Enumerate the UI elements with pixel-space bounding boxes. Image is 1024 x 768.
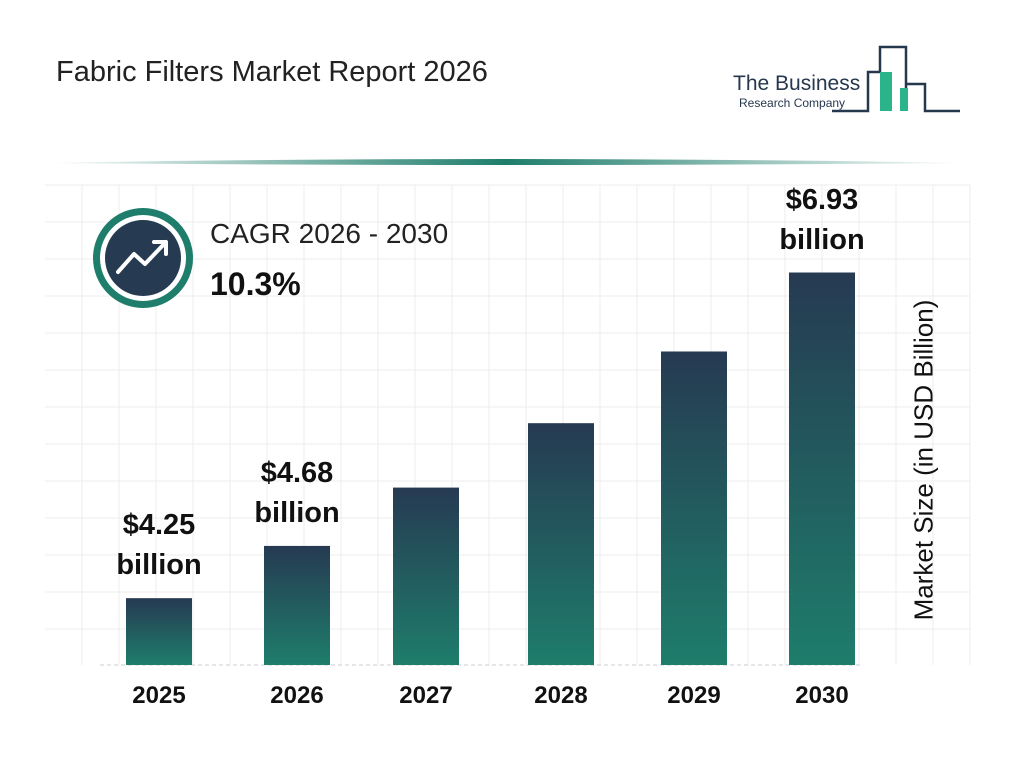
x-tick-label: 2027 bbox=[399, 682, 453, 709]
x-tick-label: 2028 bbox=[534, 682, 588, 709]
bar bbox=[528, 423, 594, 665]
logo-mark bbox=[832, 45, 960, 113]
x-tick-label: 2030 bbox=[795, 682, 849, 709]
divider bbox=[40, 159, 970, 165]
chart-title: Fabric Filters Market Report 2026 bbox=[56, 56, 488, 88]
logo-text: The Business bbox=[733, 72, 861, 95]
bar bbox=[661, 351, 727, 665]
value-label: $4.68 billion bbox=[254, 456, 340, 529]
value-label: $4.25 billion bbox=[116, 509, 202, 582]
value-label: $6.93 billion bbox=[779, 183, 865, 256]
x-tick-label: 2025 bbox=[132, 682, 186, 709]
bar bbox=[789, 272, 855, 665]
x-tick-label: 2026 bbox=[270, 682, 324, 709]
cagr-value: 10.3% bbox=[210, 266, 301, 302]
cagr-icon bbox=[93, 208, 193, 308]
logo-text: Research Company bbox=[739, 96, 846, 110]
cagr-label: CAGR 2026 - 2030 bbox=[210, 218, 449, 249]
x-tick-label: 2029 bbox=[667, 682, 721, 709]
bar bbox=[264, 545, 330, 665]
bar bbox=[393, 487, 459, 665]
bar bbox=[126, 598, 192, 665]
y-axis-label: Market Size (in USD Billion) bbox=[908, 299, 939, 621]
